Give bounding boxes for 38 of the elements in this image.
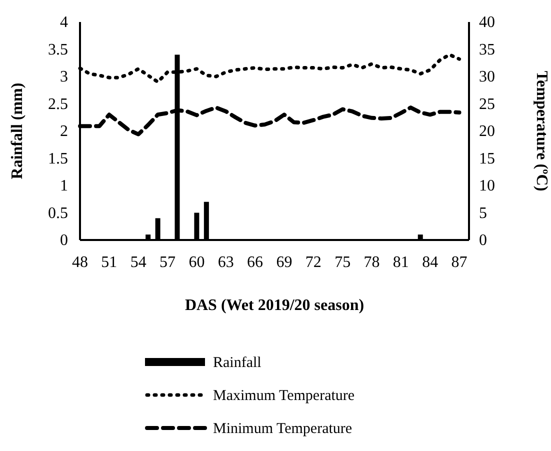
x-tick-label: 78	[364, 254, 380, 271]
x-tick-label: 87	[451, 254, 468, 271]
y-tick-label: 0.5	[48, 204, 68, 222]
y-tick-label: 2.5	[48, 96, 68, 113]
y-tick-label: 2	[60, 123, 68, 140]
x-tick-label: 75	[334, 254, 351, 271]
y-tick-label: 0	[60, 232, 68, 249]
y2-tick-label: 40	[479, 14, 495, 31]
x-axis-title: DAS (Wet 2019/20 season)	[184, 297, 364, 314]
y-tick-label: 3	[60, 68, 68, 86]
x-tick-label: 57	[160, 254, 176, 271]
y2-tick-label: 30	[479, 68, 495, 86]
x-tick-label: 51	[101, 254, 118, 271]
y2-tick-label: 20	[479, 123, 495, 140]
y2-tick-label: 25	[479, 96, 495, 113]
x-tick-label: 84	[422, 254, 438, 271]
y2-axis-title: Temperature (ºC)	[533, 70, 550, 192]
x-tick-label: 63	[218, 254, 234, 271]
y2-tick-label: 15	[479, 150, 495, 168]
y2-tick-label: 5	[479, 204, 487, 222]
x-tick-label: 81	[392, 254, 409, 271]
x-tick-label: 54	[130, 254, 146, 271]
legend-label: Maximum Temperature	[213, 388, 355, 404]
x-tick-label: 60	[188, 254, 205, 271]
y-tick-label: 4	[60, 14, 68, 31]
legend-label: Minimum Temperature	[213, 421, 352, 437]
x-tick-label: 72	[305, 254, 322, 271]
x-tick-label: 69	[276, 254, 292, 271]
x-tick-label: 48	[72, 254, 88, 271]
y-axis-title: Rainfall (mm)	[9, 82, 26, 180]
y-tick-label: 1	[60, 178, 68, 194]
y-tick-label: 1.5	[48, 150, 68, 168]
y2-tick-label: 35	[479, 41, 495, 58]
x-tick-label: 66	[247, 254, 264, 271]
legend-label: Rainfall	[213, 355, 262, 371]
y2-tick-label: 10	[479, 178, 495, 194]
y-tick-label: 3.5	[48, 41, 68, 58]
y2-tick-label: 0	[479, 232, 487, 249]
